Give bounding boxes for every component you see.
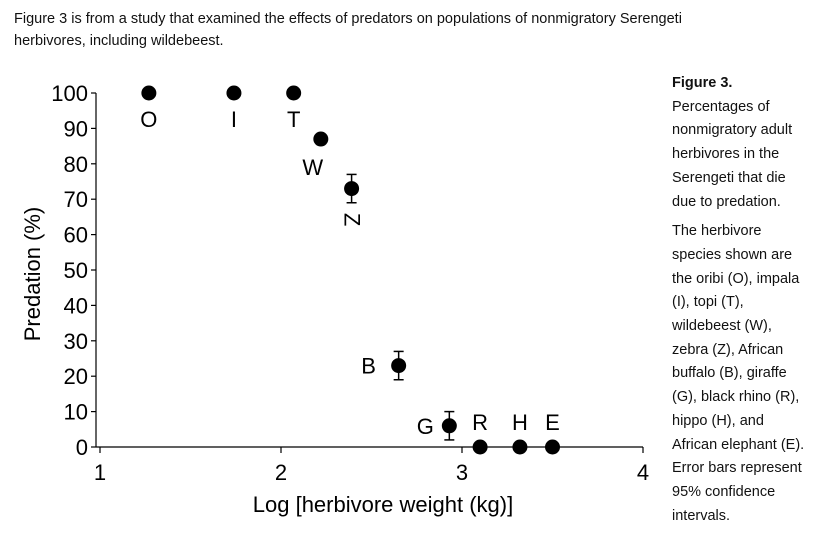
y-tick-label: 50: [64, 258, 88, 283]
point-label-W: W: [302, 155, 323, 180]
point-label-H: H: [512, 410, 528, 435]
y-tick-label: 30: [64, 329, 88, 354]
caption-line: intervals.: [672, 507, 731, 524]
data-point-I: [226, 85, 242, 101]
data-point-E: [545, 439, 560, 455]
caption-line: African elephant (E).: [672, 436, 805, 453]
caption-line: (G), black rhino (R),: [672, 389, 800, 406]
y-tick-label: 60: [64, 223, 88, 248]
caption-paragraph-2: The herbivore species shown are the oribi …: [672, 220, 827, 528]
point-label-T: T: [287, 107, 300, 132]
x-tick-label: 1: [94, 460, 106, 485]
caption-line: Percentages of: [672, 98, 770, 115]
caption-line: Serengeti that die: [672, 169, 786, 186]
data-point-G: [441, 418, 457, 434]
figure-caption: Figure 3. Percentages of nonmigratory adu…: [672, 72, 827, 528]
x-tick-label: 3: [456, 460, 468, 485]
caption-line: Error bars represent: [672, 460, 802, 477]
caption-line: (I), topi (T),: [672, 294, 744, 311]
caption-line: buffalo (B), giraffe: [672, 365, 787, 382]
y-tick-label: 90: [64, 116, 88, 141]
caption-line: nonmigratory adult: [672, 122, 793, 139]
x-tick-label: 4: [637, 460, 649, 485]
caption-line: hippo (H), and: [672, 412, 764, 429]
data-point-O: [141, 85, 157, 101]
caption-line: wildebeest (W),: [672, 318, 772, 335]
x-axis-label: Log [herbivore weight (kg)]: [253, 492, 513, 517]
point-label-Z: Z: [340, 213, 365, 226]
point-label-G: G: [417, 414, 434, 439]
caption-line: species shown are: [672, 246, 793, 263]
data-point-H: [512, 439, 528, 455]
data-point-B: [391, 358, 407, 374]
point-label-E: E: [545, 410, 560, 435]
caption-line: The herbivore: [672, 223, 762, 240]
caption-paragraph-1: Percentages of nonmigratory adult herbivor…: [672, 96, 827, 215]
data-point-T: [286, 85, 302, 101]
y-tick-label: 10: [64, 400, 88, 425]
point-label-O: O: [140, 107, 157, 132]
data-point-R: [472, 439, 488, 455]
caption-line: zebra (Z), African: [672, 341, 784, 358]
intro-line: Figure 3 is from a study that examined t…: [14, 11, 682, 27]
point-label-B: B: [361, 354, 376, 379]
data-point-Z: [344, 181, 360, 197]
y-tick-label: 0: [76, 435, 88, 460]
caption-line: herbivores in the: [672, 146, 780, 163]
y-tick-label: 80: [64, 152, 88, 177]
intro-paragraph: Figure 3 is from a study that examined t…: [14, 8, 814, 52]
y-axis-label: Predation (%): [20, 207, 45, 342]
y-tick-label: 70: [64, 187, 88, 212]
y-tick-label: 100: [51, 81, 88, 106]
chart-marks: O I TW Z B G R H E: [140, 85, 560, 455]
caption-title: Figure 3.: [672, 75, 733, 91]
caption-line: the oribi (O), impala: [672, 270, 800, 287]
caption-line: due to predation.: [672, 193, 781, 210]
y-tick-label: 20: [64, 364, 88, 389]
intro-line: herbivores, including wildebeest.: [14, 33, 224, 49]
point-label-I: I: [231, 107, 237, 132]
point-label-R: R: [472, 410, 488, 435]
x-tick-label: 2: [275, 460, 287, 485]
data-point-W: [313, 131, 329, 147]
y-tick-label: 40: [64, 293, 88, 318]
caption-line: 95% confidence: [672, 483, 776, 500]
